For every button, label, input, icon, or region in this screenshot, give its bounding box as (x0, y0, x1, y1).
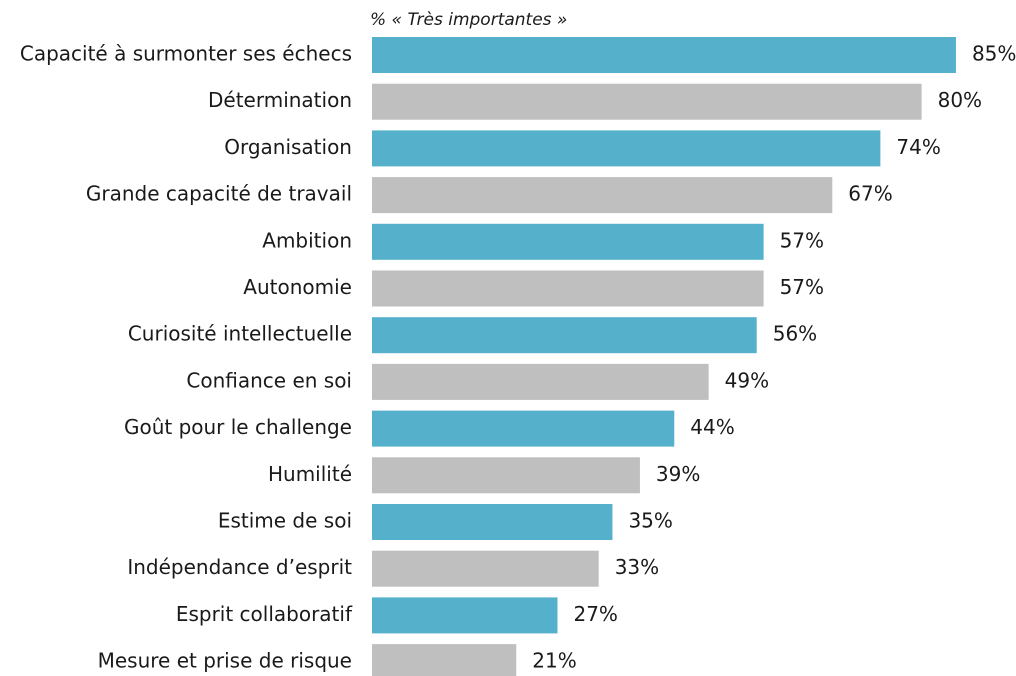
category-label: Esprit collaboratif (176, 602, 353, 626)
category-label: Autonomie (243, 275, 352, 299)
value-label: 85% (972, 42, 1016, 66)
value-label: 27% (573, 602, 617, 626)
value-label: 39% (656, 462, 700, 486)
bar (372, 37, 956, 73)
value-label: 67% (848, 182, 892, 206)
bar (372, 363, 709, 400)
bar (372, 130, 881, 167)
bar (372, 317, 757, 354)
category-label: Ambition (262, 228, 352, 252)
category-label: Capacité à surmonter ses échecs (20, 42, 352, 66)
value-label: 56% (773, 322, 817, 346)
bar (372, 270, 764, 307)
category-label: Goût pour le challenge (124, 415, 352, 439)
value-label: 44% (690, 415, 734, 439)
category-label: Estime de soi (218, 509, 352, 533)
category-label: Curiosité intellectuelle (128, 322, 352, 346)
value-label: 57% (780, 275, 824, 299)
value-label: 80% (938, 88, 982, 112)
bar (372, 457, 640, 494)
value-label: 33% (615, 555, 659, 579)
category-label: Mesure et prise de risque (98, 649, 352, 673)
value-label: 74% (896, 135, 940, 159)
category-label: Détermination (208, 88, 352, 112)
bar (372, 644, 517, 676)
chart-subtitle: % « Très importantes » (370, 10, 567, 30)
category-label: Humilité (268, 462, 352, 486)
bar (372, 223, 764, 260)
category-label: Grande capacité de travail (86, 182, 352, 206)
bar (372, 83, 922, 120)
bar (372, 550, 599, 587)
value-label: 21% (532, 649, 576, 673)
category-label: Organisation (224, 135, 352, 159)
bar (372, 410, 675, 447)
bar (372, 504, 613, 540)
bar (372, 597, 558, 634)
value-label: 49% (725, 368, 769, 392)
category-label: Confiance en soi (186, 368, 352, 392)
value-label: 35% (628, 509, 672, 533)
bar (372, 177, 833, 214)
value-label: 57% (780, 228, 824, 252)
category-label: Indépendance d’esprit (127, 555, 352, 579)
